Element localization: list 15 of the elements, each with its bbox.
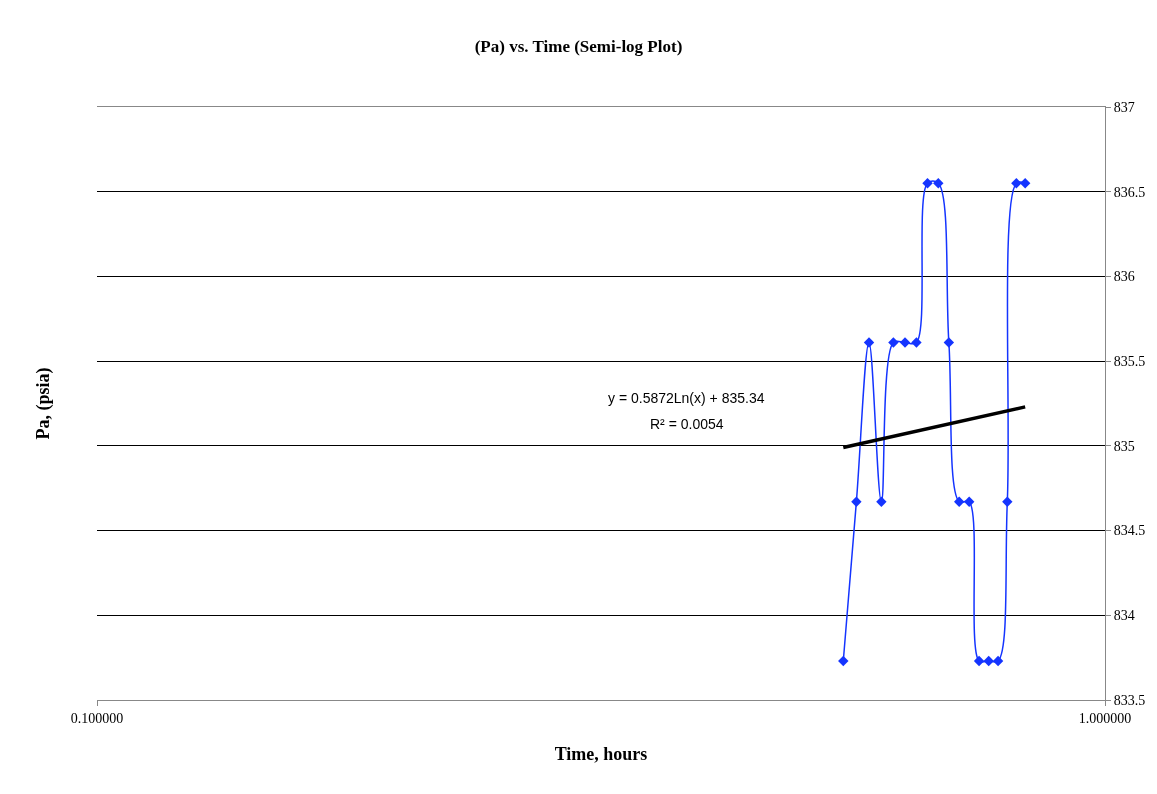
annotation: y = 0.5872Ln(x) + 835.34 (608, 390, 765, 406)
y-tick-label: 837 (1113, 99, 1135, 115)
y-tick-label: 833.5 (1113, 692, 1146, 708)
y-tick-label: 835.5 (1113, 354, 1146, 370)
chart-title: (Pa) vs. Time (Semi-log Plot) (474, 36, 683, 56)
x-axis-title: Time, hours (554, 743, 648, 764)
y-tick-label: 834 (1113, 608, 1135, 624)
annotation: R² = 0.0054 (650, 416, 724, 432)
x-tick-label: 1.000000 (1078, 710, 1132, 726)
y-tick-label: 836.5 (1113, 184, 1146, 200)
x-tick-label: 0.100000 (70, 710, 124, 726)
y-tick-label: 835 (1113, 438, 1135, 454)
y-axis-title: Pa, (psia) (33, 367, 55, 440)
y-tick-label: 836 (1113, 269, 1135, 285)
y-tick-label: 834.5 (1113, 523, 1146, 539)
